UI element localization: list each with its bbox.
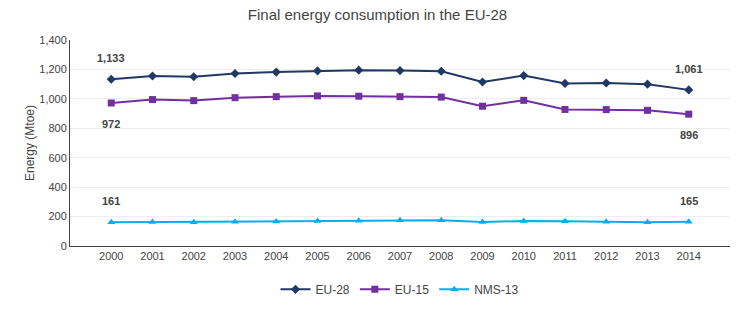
svg-text:2011: 2011 [553,250,577,262]
svg-text:NMS-13: NMS-13 [474,283,518,297]
svg-text:2003: 2003 [223,250,247,262]
svg-text:EU-28: EU-28 [316,283,350,297]
svg-text:Energy (Mtoe): Energy (Mtoe) [23,105,37,181]
svg-text:2012: 2012 [594,250,618,262]
svg-text:400: 400 [48,181,66,193]
svg-text:2009: 2009 [470,250,494,262]
svg-text:800: 800 [48,122,66,134]
svg-text:2008: 2008 [429,250,453,262]
svg-text:0: 0 [61,240,67,252]
svg-text:Final energy consumption in th: Final energy consumption in the EU-28 [248,6,507,23]
svg-text:1,061: 1,061 [675,63,703,75]
svg-text:2006: 2006 [347,250,371,262]
svg-text:2013: 2013 [635,250,659,262]
svg-text:1,000: 1,000 [39,93,67,105]
svg-text:2001: 2001 [140,250,164,262]
svg-text:1,400: 1,400 [39,34,67,46]
svg-text:165: 165 [680,195,698,207]
svg-text:972: 972 [102,118,120,130]
svg-text:896: 896 [680,129,698,141]
svg-text:1,200: 1,200 [39,63,67,75]
svg-text:1,133: 1,133 [97,52,125,64]
svg-text:2002: 2002 [182,250,206,262]
svg-text:2014: 2014 [677,250,701,262]
svg-text:161: 161 [102,195,120,207]
svg-text:600: 600 [48,152,66,164]
svg-text:2000: 2000 [99,250,123,262]
svg-text:2007: 2007 [388,250,412,262]
svg-text:EU-15: EU-15 [395,283,429,297]
svg-text:200: 200 [48,210,66,222]
svg-text:2004: 2004 [264,250,288,262]
svg-text:2010: 2010 [512,250,536,262]
svg-text:2005: 2005 [305,250,329,262]
